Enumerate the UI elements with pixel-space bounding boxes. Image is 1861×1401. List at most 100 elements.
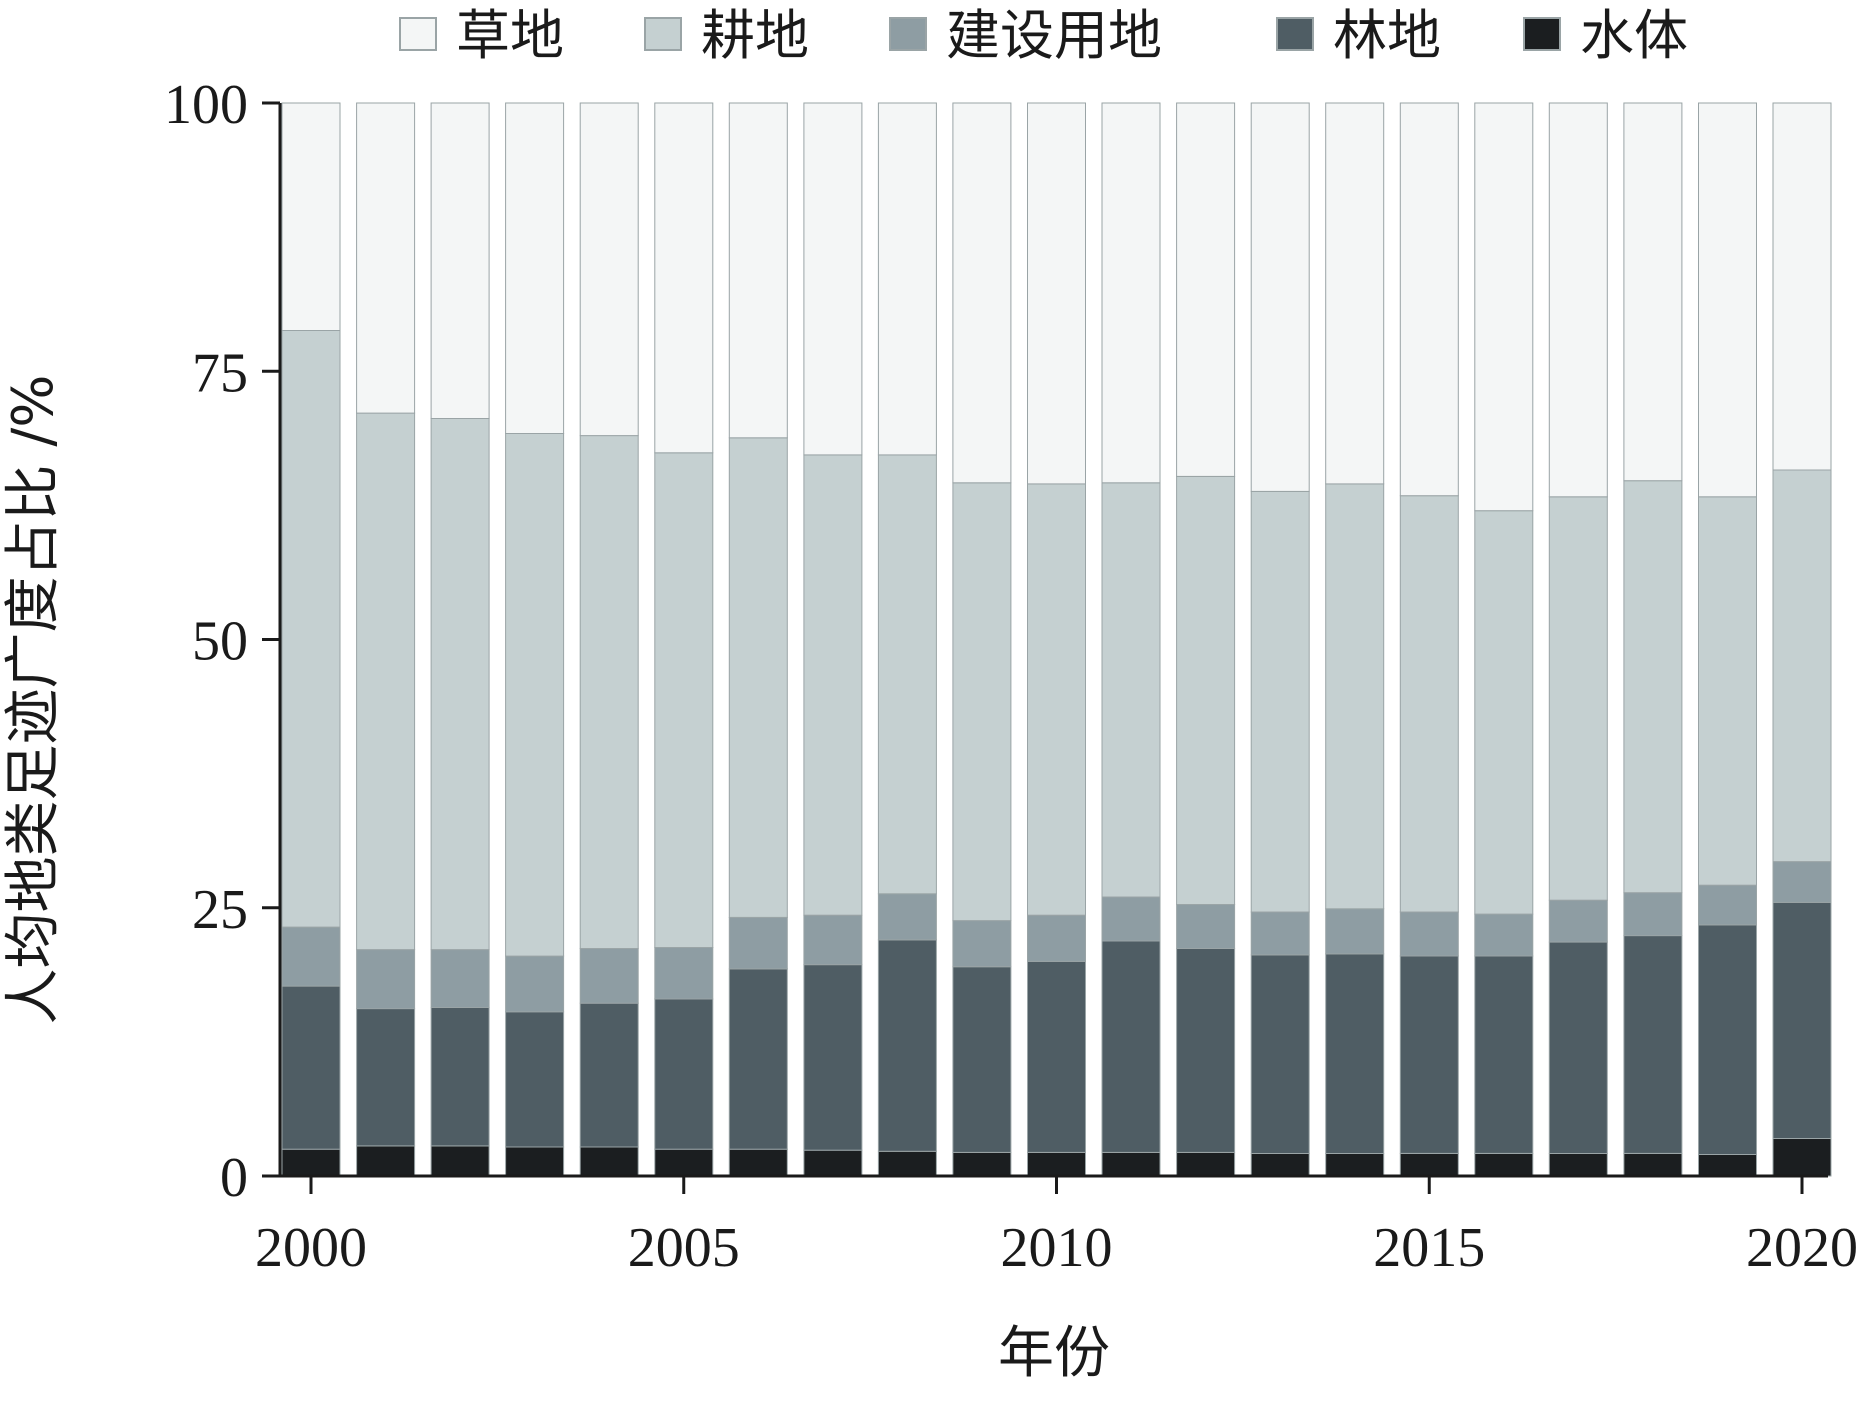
bar-segment	[1325, 483, 1385, 910]
bar-stack-2002	[430, 102, 490, 1177]
bar-segment	[505, 1011, 565, 1148]
bar-segment	[728, 968, 788, 1150]
bar-segment	[803, 914, 863, 966]
bar-segment	[1474, 510, 1534, 915]
bar-segment	[1101, 940, 1161, 1153]
bar-segment	[1399, 1153, 1459, 1177]
bar-segment	[1027, 1151, 1086, 1177]
bar-segment	[877, 454, 937, 895]
bar-segment	[579, 1002, 639, 1148]
legend-item: 水体	[1523, 4, 1688, 67]
bar-segment	[1325, 908, 1385, 955]
bar-segment	[1101, 102, 1161, 484]
bar-segment	[579, 102, 639, 437]
bar-segment	[281, 1148, 341, 1177]
bar-segment	[1176, 904, 1236, 949]
bar-segment	[1548, 102, 1608, 498]
bar-stack-2018	[1623, 102, 1683, 1177]
bar-segment	[1474, 102, 1534, 512]
legend-label: 建设用地	[946, 4, 1162, 67]
bar-stack-2015	[1399, 102, 1459, 1177]
y-tick-label: 50	[192, 611, 248, 673]
x-tick-label: 2000	[255, 1217, 367, 1279]
bar-segment	[1399, 102, 1459, 497]
x-ticks: 2000 2005 2010 2015 2020	[255, 1176, 1858, 1279]
bar-segment	[1474, 955, 1534, 1154]
bar-segment	[579, 435, 639, 950]
legend-item: 林地	[1276, 4, 1441, 67]
bar-segment	[1101, 1151, 1161, 1177]
bar-segment	[1623, 102, 1683, 482]
legend-label: 林地	[1333, 4, 1441, 67]
bar-segment	[654, 947, 714, 1000]
bar-stack-2011	[1101, 102, 1161, 1177]
bar-segment	[1176, 475, 1236, 905]
bar-segment	[1101, 896, 1161, 942]
legend-label: 草地	[456, 4, 564, 67]
bar-segment	[356, 949, 416, 1010]
legend: 草地 耕地 建设用地 林地 水体	[399, 4, 1688, 67]
bar-segment	[1325, 1153, 1385, 1177]
bar-segment	[1548, 899, 1608, 943]
bar-segment	[1698, 102, 1757, 498]
bar-stack-2013	[1250, 102, 1310, 1177]
legend-swatch	[644, 17, 682, 51]
bar-segment	[654, 102, 714, 454]
bar-segment	[1698, 1154, 1757, 1177]
bar-segment	[1250, 102, 1310, 492]
bar-stack-2006	[728, 102, 788, 1177]
bar-segment	[1027, 914, 1086, 962]
bar-segment	[281, 926, 341, 987]
x-tick-label: 2010	[1001, 1217, 1113, 1279]
y-tick-label: 0	[220, 1147, 248, 1209]
bar-segment	[1250, 911, 1310, 956]
x-tick-label: 2015	[1373, 1217, 1485, 1279]
bar-segment	[1027, 102, 1086, 485]
bar-segment	[1176, 948, 1236, 1153]
bar-segment	[1698, 884, 1757, 926]
bar-segment	[1772, 861, 1832, 903]
bar-segment	[1548, 1153, 1608, 1177]
bar-segment	[728, 437, 788, 918]
bar-segment	[1325, 102, 1385, 485]
bar-segment	[1474, 1153, 1534, 1177]
legend-swatch	[889, 17, 927, 51]
bar-segment	[803, 1149, 863, 1177]
bar-stack-2007	[803, 102, 863, 1177]
bar-segment	[356, 102, 416, 414]
bar-segment	[505, 1146, 565, 1177]
bar-segment	[952, 920, 1012, 968]
bar-segment	[1623, 1153, 1683, 1177]
bar-segment	[430, 1007, 490, 1147]
y-ticks: 0 25 50 75 100	[164, 74, 280, 1209]
bar-segment	[1399, 955, 1459, 1154]
y-axis-label: 人均地类足迹广度占比 /%	[1, 375, 66, 1025]
bar-segment	[1623, 935, 1683, 1154]
bar-segment	[654, 998, 714, 1150]
bar-segment	[1176, 102, 1236, 477]
bar-segment	[654, 452, 714, 948]
bar-stack-2020	[1772, 102, 1832, 1177]
x-tick-label: 2005	[628, 1217, 740, 1279]
bar-segment	[1772, 901, 1832, 1140]
bar-segment	[1772, 469, 1832, 863]
bar-segment	[579, 1146, 639, 1177]
bar-segment	[877, 1150, 937, 1177]
bar-segment	[579, 948, 639, 1004]
bar-stack-2017	[1548, 102, 1608, 1177]
bar-segment	[952, 1151, 1012, 1177]
bar-segment	[728, 916, 788, 970]
bar-segment	[803, 454, 863, 916]
bar-segment	[877, 102, 937, 456]
bar-segment	[430, 1145, 490, 1177]
bar-stack-2019	[1698, 102, 1757, 1177]
bar-segment	[877, 893, 937, 941]
bar-segment	[505, 955, 565, 1013]
bar-segment	[803, 964, 863, 1151]
bar-segment	[1176, 1151, 1236, 1177]
bar-segment	[505, 102, 565, 434]
bar-stack-2001	[356, 102, 416, 1177]
bar-segment	[1101, 482, 1161, 898]
bar-segment	[281, 102, 341, 331]
x-tick-label: 2020	[1746, 1217, 1858, 1279]
